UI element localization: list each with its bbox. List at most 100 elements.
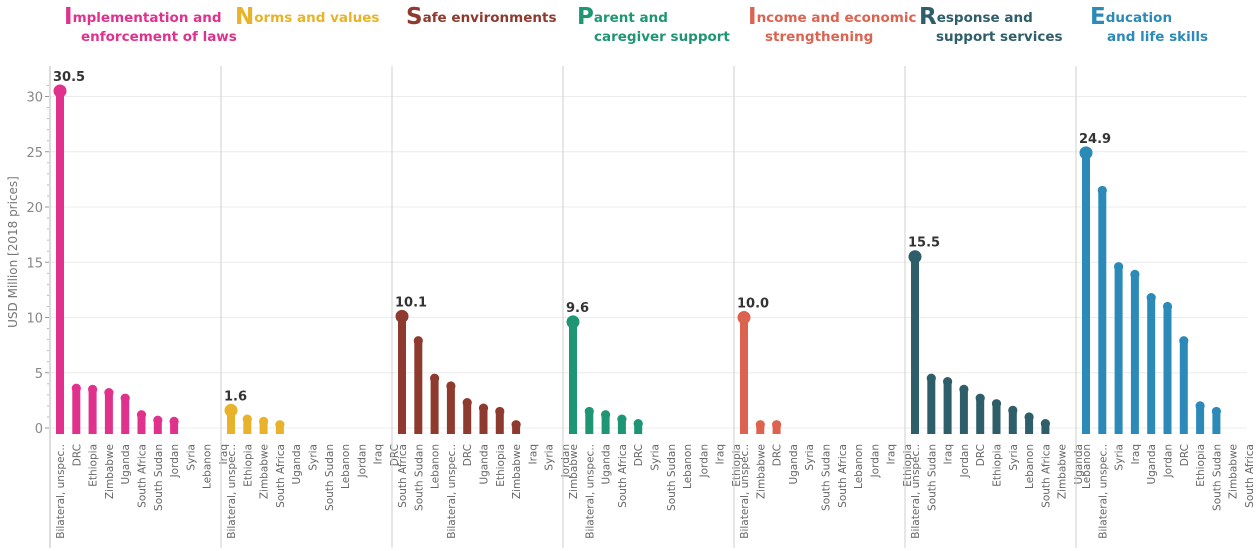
panel-title: Implementation and enforcement of laws [64,6,237,47]
panel-title-line1: Parent and [577,6,730,29]
bar-cap [430,373,440,383]
bar [430,378,439,434]
panel-title-line1: Response and [919,6,1063,29]
bar-cap [633,418,643,429]
x-tick-label: Jordan [698,444,710,478]
bar [1196,405,1205,434]
x-tick-label: Lebanon [682,444,694,489]
x-tick-label: Zimbabwe [104,444,116,499]
bar [1082,152,1090,435]
x-tick-label: Lebanon [1024,444,1036,489]
bar [1008,410,1017,434]
bar [601,414,610,434]
x-tick-label: Lebanon [340,444,352,489]
bar [495,411,504,434]
data-label: 24.9 [1079,132,1111,147]
x-tick-label: South Sudan [926,444,938,511]
x-tick-label: Bilateral, unspec.. [226,444,238,539]
panel-title-line2: enforcement of laws [81,29,237,45]
x-tick-label: Uganda [479,444,491,485]
x-tick-label: Zimbabwe [755,444,767,499]
panel: Bilateral, unspec.. DRC Ethiopia Zimbabwe Ug… [53,70,230,539]
bar-cap [1162,301,1173,312]
panel-title: Parent and caregiver support [577,6,730,47]
x-tick-label: Syria [804,444,816,471]
bar [227,410,235,434]
panel: Bilateral, unspec.. Ethiopia Zimbabwe South… [220,66,401,548]
x-tick-label: Lebanon [853,444,865,489]
panel-title-line1: Education [1090,6,1208,29]
x-tick-label: South Sudan [413,444,425,511]
panel-title-initial: R [919,4,937,30]
bar-cap [617,414,627,424]
bar-cap [1008,405,1018,415]
panel-title-text: arent and [593,10,668,26]
x-tick-label: Uganda [788,444,800,485]
x-tick-label: Syria [308,444,320,471]
bar [1147,297,1156,434]
bar [1025,416,1034,434]
bar [1098,190,1107,434]
x-tick-label: South Africa [1040,444,1052,508]
bar-cap [908,250,922,264]
panel-title-initial: I [64,4,73,30]
y-tick-label: 25 [26,146,43,161]
x-tick-label: Uganda [291,444,303,485]
bar [414,340,423,434]
bar [585,411,594,434]
bar-cap [259,416,269,426]
y-tick-label: 15 [26,256,43,271]
data-label: 9.6 [566,301,589,316]
panel-title-text: esponse and [936,10,1033,26]
bar [756,424,765,434]
x-tick-label: Uganda [601,444,613,485]
x-tick-label: Jordan [959,444,971,478]
bar [772,424,781,434]
panel-title-line2: and life skills [1107,29,1208,45]
bar [1041,423,1050,434]
bar-cap [136,410,147,420]
bar [446,386,455,434]
x-tick-label: Ethiopia [1195,444,1207,487]
bar-cap [53,84,67,98]
x-tick-label: Lebanon [202,444,214,489]
bar [275,424,284,434]
x-tick-label: Syria [1008,444,1020,471]
y-tick-label: 5 [35,367,43,382]
bar [1130,274,1139,434]
panels: Bilateral, unspec.. DRC Ethiopia Zimbabwe Ug… [53,66,1256,548]
x-tick-label: Zimbabwe [259,444,271,499]
x-tick-label: Jordan [869,444,881,478]
x-tick-label: Uganda [120,444,132,485]
bar [927,378,936,434]
bar [617,419,626,434]
x-tick-label: Zimbabwe [568,444,580,499]
panel-title: Education and life skills [1090,6,1208,47]
x-tick-label: Bilateral, unspec.. [910,444,922,539]
bar-cap [104,388,114,398]
x-tick-label: Bilateral, unspec.. [1097,444,1109,539]
bar [1114,266,1123,434]
panel-title-line1: Implementation and [64,6,237,29]
bar [153,420,162,434]
bar-cap [495,406,505,417]
x-tick-label: DRC [71,444,83,466]
bar-cap [1040,418,1050,429]
y-tick-label: 10 [26,312,43,327]
bar-cap [584,406,594,417]
bar [104,392,113,434]
bar-cap [153,415,163,425]
y-axis: USD Million [2018 prices] 0 5 10 15 20 25 30 [6,66,51,548]
bar-cap [275,420,285,430]
bar [137,414,146,434]
bar-cap [755,420,765,430]
panel-title-text: ducation [1105,10,1173,26]
bar [976,398,985,434]
x-tick-label: DRC [975,444,987,466]
y-tick-label: 30 [26,91,43,106]
x-tick-label: Ethiopia [992,444,1004,487]
bar-cap [975,393,985,403]
panel-title-initial: N [235,4,255,30]
bar-cap [446,381,456,391]
